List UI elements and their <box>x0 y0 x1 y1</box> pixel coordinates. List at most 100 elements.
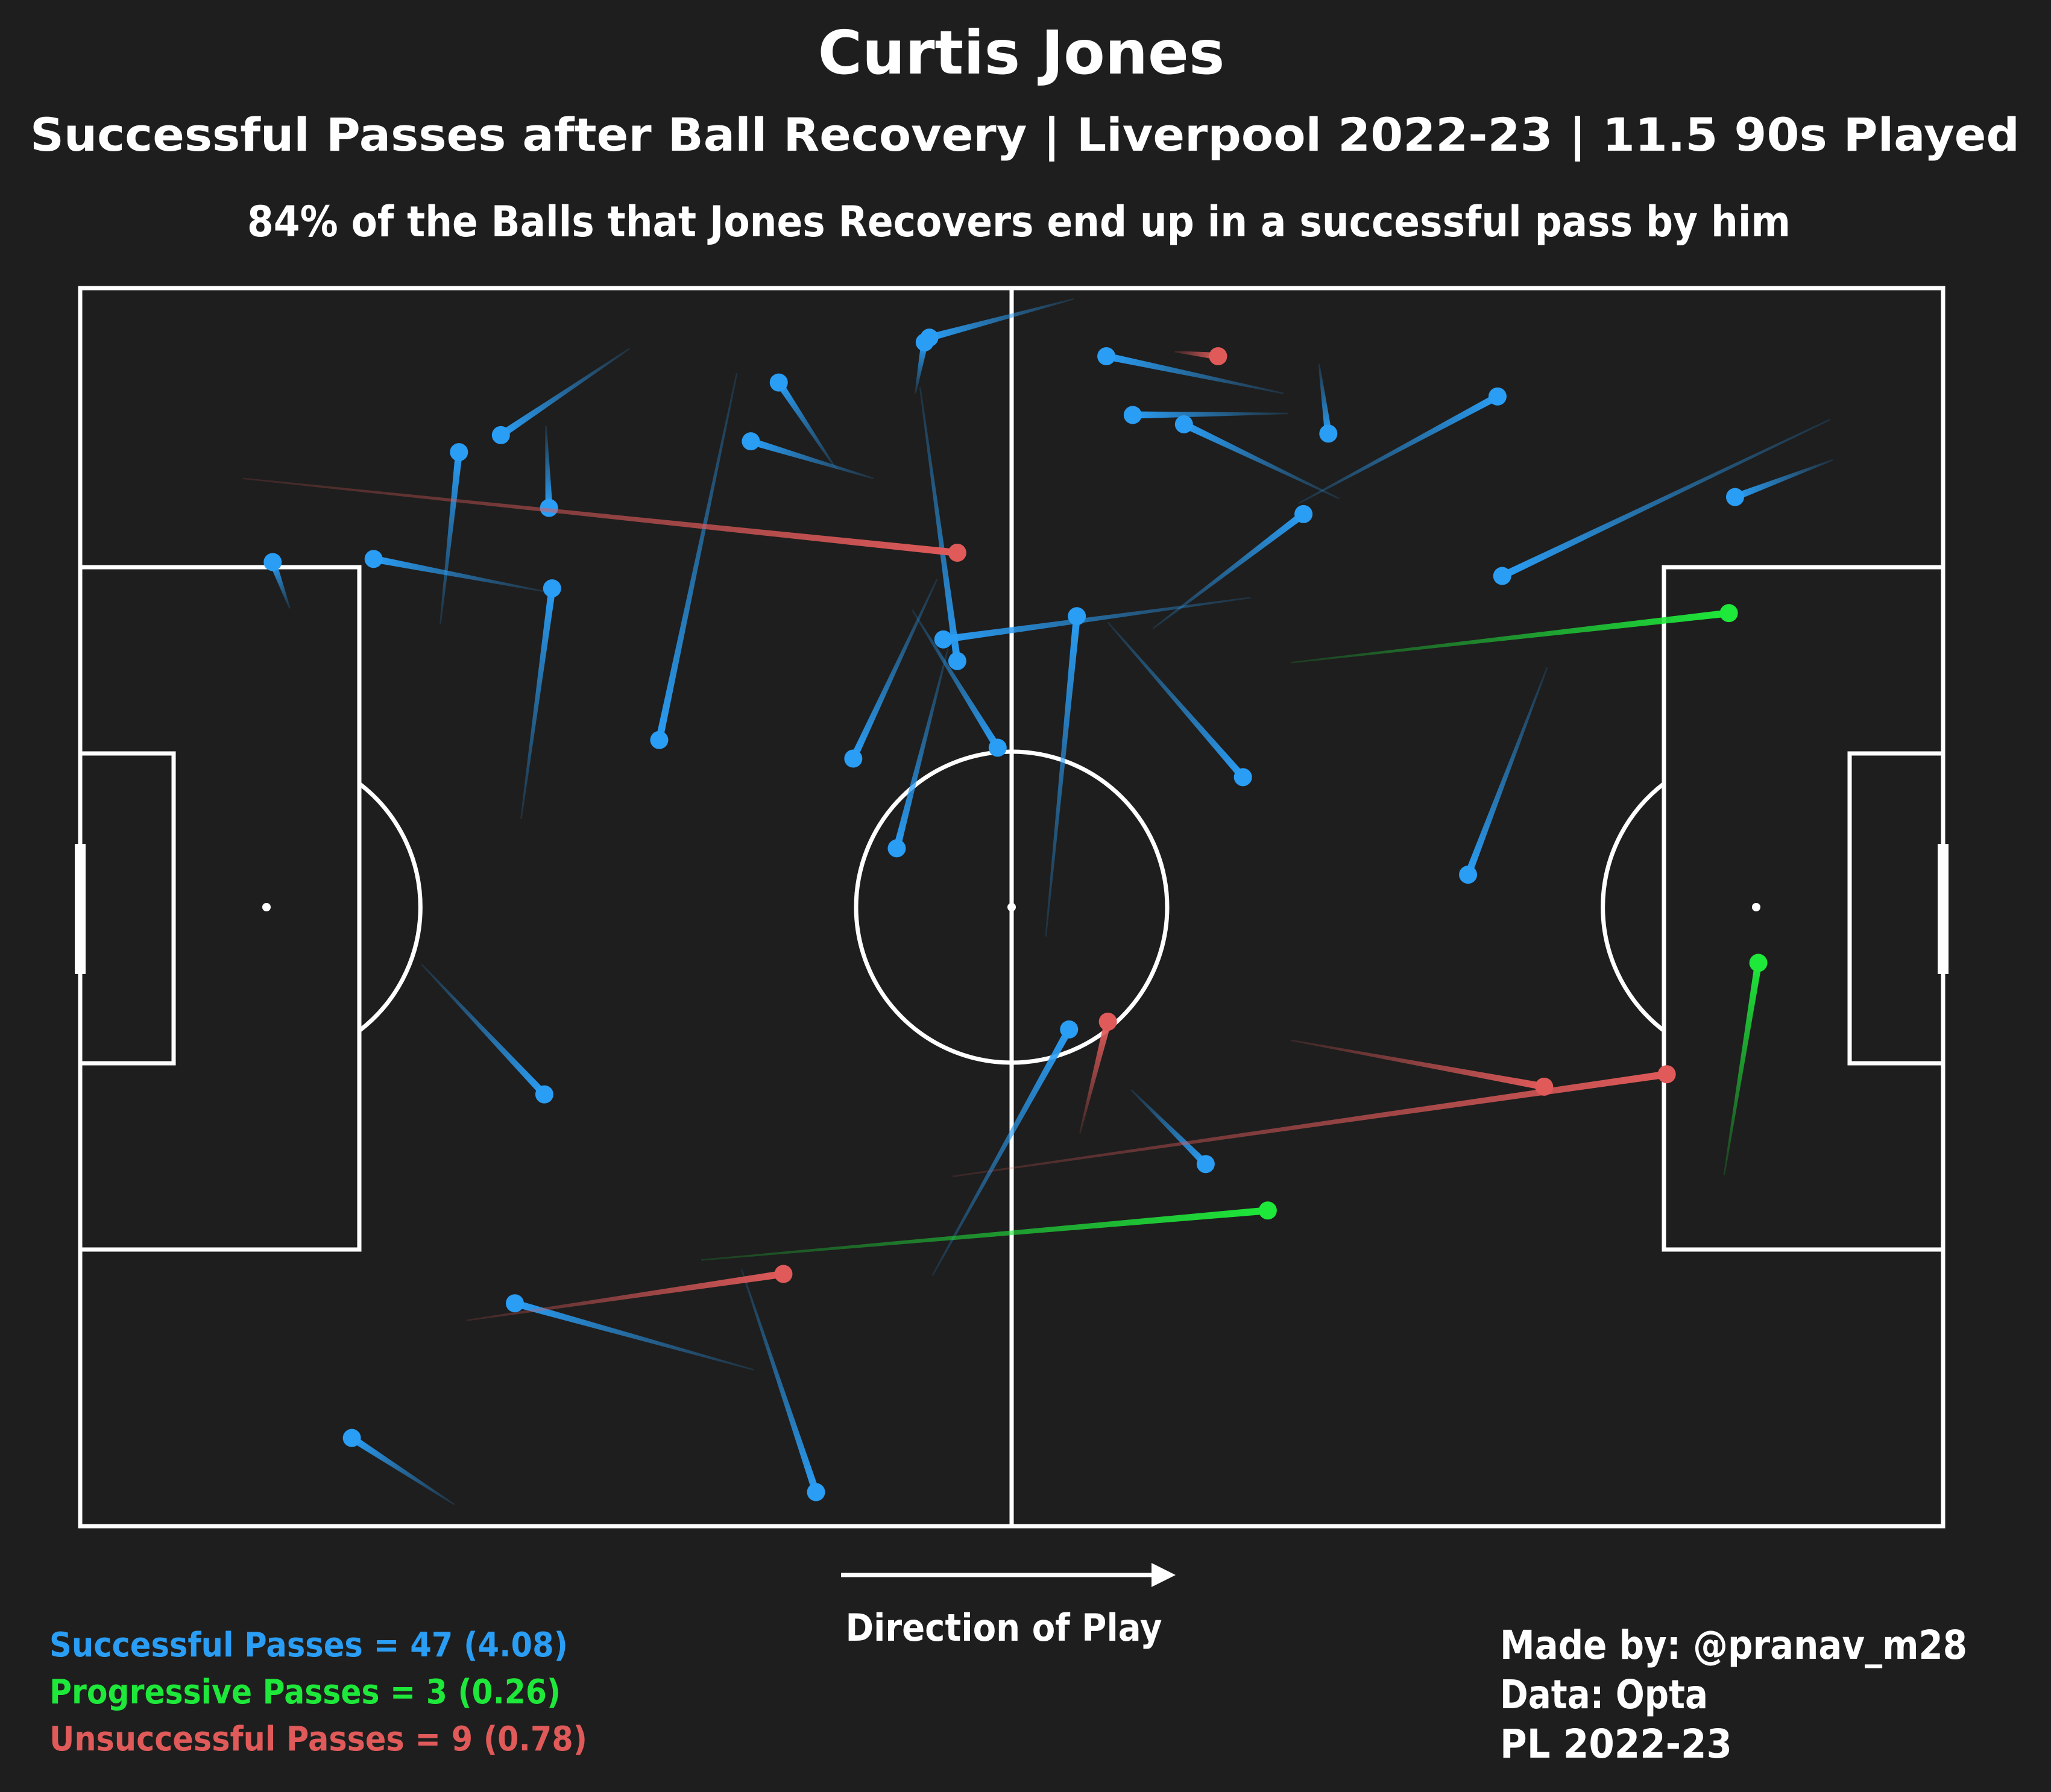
pass-line-successful <box>740 1269 820 1494</box>
pass-line-successful <box>928 298 1074 341</box>
pass-line-successful <box>912 609 1001 750</box>
pass-line-successful <box>749 438 874 479</box>
pass-line-successful <box>373 555 545 593</box>
pass-line-successful <box>269 561 291 609</box>
pass-line-unsuccessful <box>952 1070 1668 1177</box>
pass-line-successful <box>931 1027 1073 1276</box>
credit-competition: PL 2022-23 <box>1500 1721 1732 1767</box>
pass-line-successful <box>1298 393 1499 504</box>
pass-series-unsuccessful <box>243 347 1676 1321</box>
pass-line-successful <box>942 597 1251 643</box>
pass-origin-point-successful <box>342 1429 361 1447</box>
pass-line-successful <box>1130 1089 1209 1167</box>
chart-caption: 84% of the Balls that Jones Recovers end… <box>247 197 1791 247</box>
pass-origin-point-successful <box>769 373 788 392</box>
legend-unsuccessful: Unsuccessful Passes = 9 (0.78) <box>49 1720 587 1759</box>
pass-origin-point-successful <box>844 749 863 768</box>
pass-origin-point-unsuccessful <box>1098 1012 1117 1031</box>
pass-origin-point-progressive <box>1719 604 1738 623</box>
pass-origin-point-successful <box>948 652 966 670</box>
pass-origin-point-successful <box>1319 424 1338 443</box>
pass-line-successful <box>350 1435 455 1506</box>
credit-data-source: Data: Opta <box>1500 1671 1708 1718</box>
pass-origin-point-successful <box>450 443 468 462</box>
pass-origin-point-unsuccessful <box>774 1265 793 1283</box>
pass-origin-point-successful <box>1097 347 1116 365</box>
pass-origin-point-successful <box>1196 1155 1215 1174</box>
centre-spot <box>1007 903 1016 911</box>
pass-origin-point-successful <box>742 432 760 451</box>
pass-origin-point-successful <box>1060 1020 1079 1039</box>
pass-line-successful <box>545 426 553 508</box>
pass-origin-point-progressive <box>1258 1201 1277 1220</box>
pass-line-successful <box>1182 421 1340 500</box>
pass-line-successful <box>520 588 556 819</box>
pass-origin-point-unsuccessful <box>948 544 966 562</box>
pass-origin-point-successful <box>1174 415 1193 433</box>
pass-origin-point-successful <box>1233 768 1252 787</box>
pass-line-successful <box>1733 459 1833 501</box>
pass-line-progressive <box>1723 962 1762 1175</box>
pass-line-successful <box>1152 511 1306 629</box>
direction-of-play: Direction of Play <box>841 1563 1176 1650</box>
pass-line-successful <box>775 380 837 470</box>
pass-line-progressive <box>701 1207 1268 1261</box>
pass-origin-point-successful <box>491 426 510 444</box>
pass-line-unsuccessful <box>1174 351 1219 360</box>
pass-origin-point-successful <box>1294 505 1313 523</box>
pass-line-progressive <box>1291 609 1730 664</box>
pass-origin-point-successful <box>543 579 561 598</box>
pass-origin-point-successful <box>887 839 906 858</box>
pass-origin-point-successful <box>1123 406 1142 424</box>
direction-label: Direction of Play <box>846 1606 1162 1650</box>
pass-origin-point-successful <box>1488 387 1507 406</box>
pass-origin-point-progressive <box>1749 954 1768 972</box>
left-penalty-arc <box>358 782 423 1033</box>
pass-line-unsuccessful <box>1291 1039 1545 1090</box>
pass-line-successful <box>499 348 631 438</box>
pass-line-successful <box>514 1300 754 1371</box>
football-pitch <box>75 286 1949 1529</box>
pass-origin-point-successful <box>364 550 383 568</box>
legend-successful: Successful Passes = 47 (4.08) <box>49 1626 568 1665</box>
pass-line-successful <box>655 373 738 741</box>
pass-line-successful <box>1045 615 1081 937</box>
arrowhead-icon <box>1152 1563 1176 1587</box>
legend-progressive: Progressive Passes = 3 (0.26) <box>49 1673 561 1712</box>
pass-origin-point-successful <box>506 1294 524 1313</box>
pass-line-successful <box>421 964 547 1097</box>
pass-line-successful <box>1132 411 1288 419</box>
chart-subtitle: Successful Passes after Ball Recovery | … <box>30 108 2020 162</box>
credit-author: Made by: @pranav_m28 <box>1500 1622 1967 1668</box>
pass-line-successful <box>440 451 463 624</box>
pass-origin-point-successful <box>535 1085 553 1104</box>
legend: Successful Passes = 47 (4.08) Progressiv… <box>49 1626 587 1759</box>
centre-circle <box>854 749 1170 1065</box>
pass-line-successful <box>1105 353 1284 394</box>
pass-line-unsuccessful <box>243 477 958 557</box>
credits: Made by: @pranav_m28 Data: Opta PL 2022-… <box>1500 1622 1967 1767</box>
pass-line-successful <box>1501 419 1830 579</box>
chart-title: Curtis Jones <box>818 17 1225 88</box>
pass-origin-point-successful <box>1493 567 1511 585</box>
pass-layer <box>243 298 1833 1506</box>
pass-origin-point-successful <box>1725 488 1744 506</box>
pass-origin-point-unsuccessful <box>1209 347 1227 365</box>
pass-line-unsuccessful <box>467 1270 784 1321</box>
pass-line-unsuccessful <box>1079 1020 1112 1134</box>
pass-line-successful <box>893 648 949 849</box>
pass-line-successful <box>915 341 928 394</box>
pass-line-successful <box>919 387 961 662</box>
pass-series-progressive <box>701 604 1768 1261</box>
pass-origin-point-successful <box>807 1483 825 1501</box>
pass-line-successful <box>1107 621 1246 780</box>
right-penalty-spot <box>1752 903 1760 911</box>
pass-line-successful <box>1318 363 1332 435</box>
pass-origin-point-successful <box>1459 866 1478 884</box>
pass-line-successful <box>849 579 938 761</box>
left-penalty-spot <box>262 903 271 911</box>
pass-origin-point-successful <box>650 731 669 749</box>
pass-origin-point-successful <box>1068 607 1086 626</box>
